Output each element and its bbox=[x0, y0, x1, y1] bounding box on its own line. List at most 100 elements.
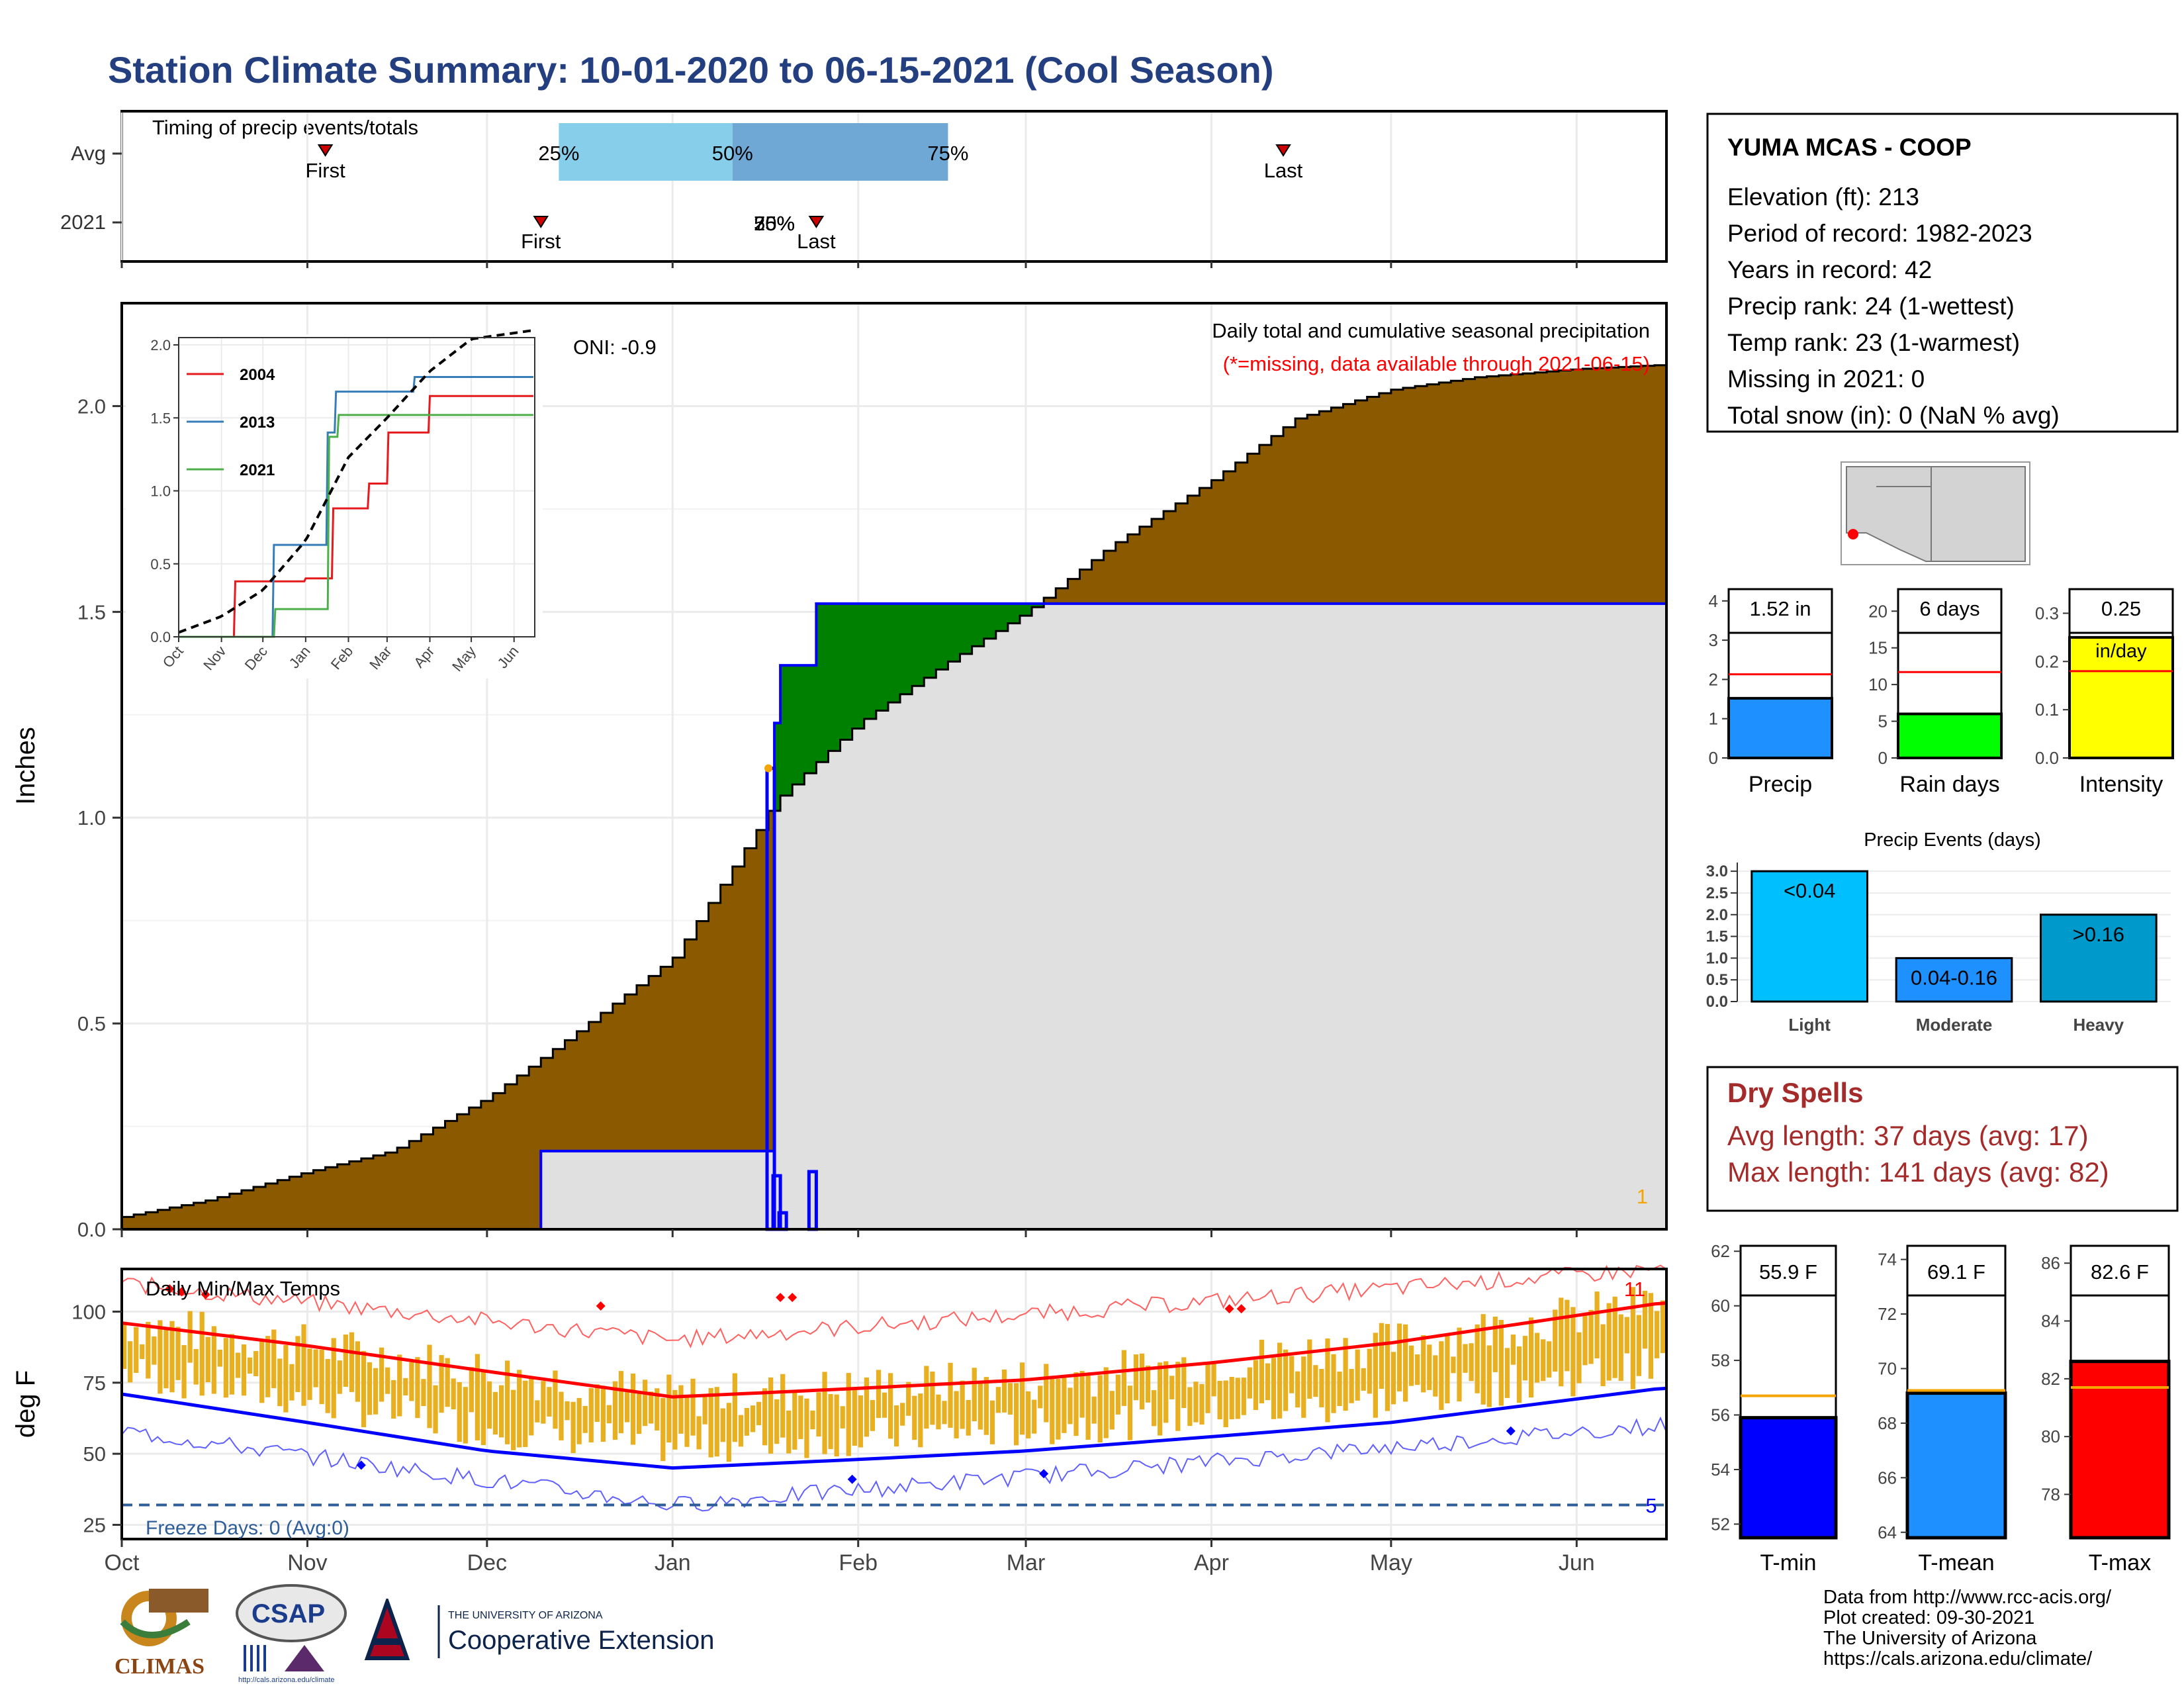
daily-temp-bar bbox=[672, 1389, 678, 1450]
daily-temp-bar bbox=[1044, 1364, 1049, 1423]
daily-temp-bar bbox=[559, 1391, 564, 1440]
events-y-tick: 3.0 bbox=[1706, 863, 1728, 880]
daily-temp-bar bbox=[235, 1352, 241, 1378]
daily-temp-bar bbox=[1385, 1324, 1390, 1411]
avg-cumulative-line bbox=[122, 364, 1668, 1218]
daily-temp-bar bbox=[1618, 1314, 1623, 1382]
right-column: YUMA MCAS - COOP Elevation (ft): 213 Perio… bbox=[1706, 113, 2179, 1575]
summary-y-tick: 0 bbox=[1878, 748, 1888, 768]
daily-temp-bar bbox=[1175, 1362, 1181, 1431]
station-box bbox=[1706, 113, 2179, 433]
daily-temp-bar bbox=[1486, 1345, 1492, 1407]
daily-temp-bar bbox=[457, 1382, 462, 1442]
daily-temp-bar bbox=[217, 1349, 222, 1367]
daily-temp-bar bbox=[630, 1374, 636, 1445]
daily-temp-bar bbox=[253, 1350, 259, 1376]
daily-temp-bar bbox=[756, 1401, 762, 1425]
daily-temp-bar bbox=[1421, 1335, 1426, 1393]
daily-temp-bar bbox=[1576, 1332, 1582, 1383]
y-tick-label: 0.0 bbox=[77, 1218, 106, 1241]
precip-panel: 0.0 0.5 1.0 1.5 2.0 Inches ONI: -0.9 Daily tota… bbox=[11, 302, 1668, 1241]
daily-temp-bar bbox=[924, 1366, 929, 1429]
daily-temp-bar bbox=[1163, 1361, 1169, 1423]
daily-temp-bar bbox=[960, 1380, 965, 1429]
temp-summary-label: T-mean bbox=[1918, 1550, 1994, 1575]
daily-temp-bar bbox=[1588, 1309, 1594, 1364]
credit-line: Plot created: 09-30-2021 bbox=[1823, 1607, 2035, 1628]
summary-y-tick: 15 bbox=[1868, 638, 1888, 658]
daily-temp-bar bbox=[1600, 1324, 1606, 1386]
station-info-line: Total snow (in): 0 (NaN % avg) bbox=[1727, 402, 2060, 429]
daily-temp-bar bbox=[1630, 1287, 1635, 1389]
daily-temp-bar bbox=[403, 1378, 408, 1395]
y-tick-label: 1.0 bbox=[77, 806, 106, 829]
summary-bar bbox=[1897, 712, 2003, 760]
daily-temp-bar bbox=[463, 1387, 468, 1444]
daily-temp-bar bbox=[415, 1357, 420, 1419]
daily-temp-bar bbox=[666, 1374, 672, 1443]
event-category: Light bbox=[1788, 1015, 1831, 1035]
daily-temp-bar bbox=[175, 1327, 181, 1380]
climas-logo: CLIMAS bbox=[109, 1582, 215, 1681]
legend-label: 2013 bbox=[240, 414, 275, 432]
summary-value: 6 days bbox=[1919, 597, 1979, 620]
daily-temp-bar bbox=[643, 1380, 648, 1427]
events-title: Precip Events (days) bbox=[1864, 829, 2041, 851]
daily-temp-bar bbox=[726, 1403, 731, 1462]
daily-temp-bar bbox=[504, 1360, 510, 1444]
daily-temp-bar bbox=[486, 1381, 492, 1429]
temp-summary-chart: 55.9 F 52 54 56 58 60 62 T-min bbox=[1711, 1241, 1838, 1575]
daily-temp-bar bbox=[241, 1344, 247, 1396]
daily-temp-bar bbox=[152, 1336, 157, 1365]
avg-max-line bbox=[121, 1301, 1667, 1399]
temp-summary-y-tick: 68 bbox=[1878, 1413, 1897, 1433]
summary-y-tick: 0 bbox=[1709, 748, 1718, 768]
daily-temp-bar bbox=[1480, 1314, 1486, 1405]
daily-temp-bar bbox=[900, 1403, 905, 1426]
daily-temp-bar bbox=[1193, 1382, 1199, 1423]
daily-temp-bar bbox=[1295, 1371, 1300, 1408]
climas-logo-graphic: CLIMAS bbox=[114, 1589, 208, 1679]
daily-temp-bar bbox=[983, 1377, 989, 1435]
daily-temp-bar bbox=[570, 1401, 576, 1454]
daily-temp-bar bbox=[1271, 1358, 1277, 1419]
daily-temp-bar bbox=[1433, 1355, 1438, 1397]
daily-temp-bar bbox=[259, 1341, 265, 1403]
daily-temp-bar bbox=[1062, 1377, 1067, 1433]
temp-y-tick: 100 bbox=[71, 1300, 106, 1323]
daily-temp-bar bbox=[606, 1405, 612, 1424]
daily-temp-bar bbox=[1199, 1383, 1205, 1425]
daily-temp-bar bbox=[1235, 1378, 1240, 1419]
summary-y-tick: 20 bbox=[1868, 601, 1888, 621]
daily-temp-bar bbox=[128, 1341, 133, 1383]
value-box bbox=[2070, 1244, 2170, 1297]
daily-temp-bar bbox=[576, 1397, 582, 1444]
dry-avg-length: Avg length: 37 days (avg: 17) bbox=[1727, 1120, 2089, 1151]
daily-temp-bar bbox=[600, 1385, 606, 1442]
daily-temp-bar bbox=[1169, 1376, 1175, 1399]
record-low-marker bbox=[1506, 1426, 1516, 1436]
series-line-2013 bbox=[179, 376, 533, 638]
daily-temp-bar bbox=[247, 1357, 253, 1374]
daily-temp-bar bbox=[1522, 1336, 1528, 1381]
record-high-marker bbox=[165, 1284, 175, 1294]
event-bar-label: <0.04 bbox=[1784, 879, 1835, 902]
temp-summary-y-tick: 54 bbox=[1711, 1460, 1730, 1479]
daily-temp-bar bbox=[355, 1341, 361, 1402]
ua-logo-graphic: THE UNIVERSITY OF ARIZONA Cooperative Ex… bbox=[364, 1595, 714, 1660]
legend-label: 2004 bbox=[240, 366, 275, 384]
temp-summary-y-tick: 52 bbox=[1711, 1514, 1730, 1534]
p75-label: 75% bbox=[927, 142, 968, 165]
daily-temp-bar bbox=[1594, 1291, 1600, 1358]
pct-label-2021: 50% bbox=[754, 212, 795, 235]
summary-chart: 0.25 in/day 0.0 0.1 0.2 0.3 Intensity bbox=[2035, 588, 2174, 797]
daily-temp-bar bbox=[1402, 1324, 1408, 1402]
temp-summary-value: 82.6 F bbox=[2091, 1260, 2149, 1284]
daily-temp-bar bbox=[122, 1323, 127, 1369]
daily-temp-bar bbox=[1361, 1368, 1366, 1391]
daily-temp-bar bbox=[637, 1391, 642, 1434]
temp-summary-y-tick: 62 bbox=[1711, 1241, 1730, 1261]
timing-panel: Timing of precip events/totals Avg 2021 25… bbox=[60, 110, 1668, 268]
